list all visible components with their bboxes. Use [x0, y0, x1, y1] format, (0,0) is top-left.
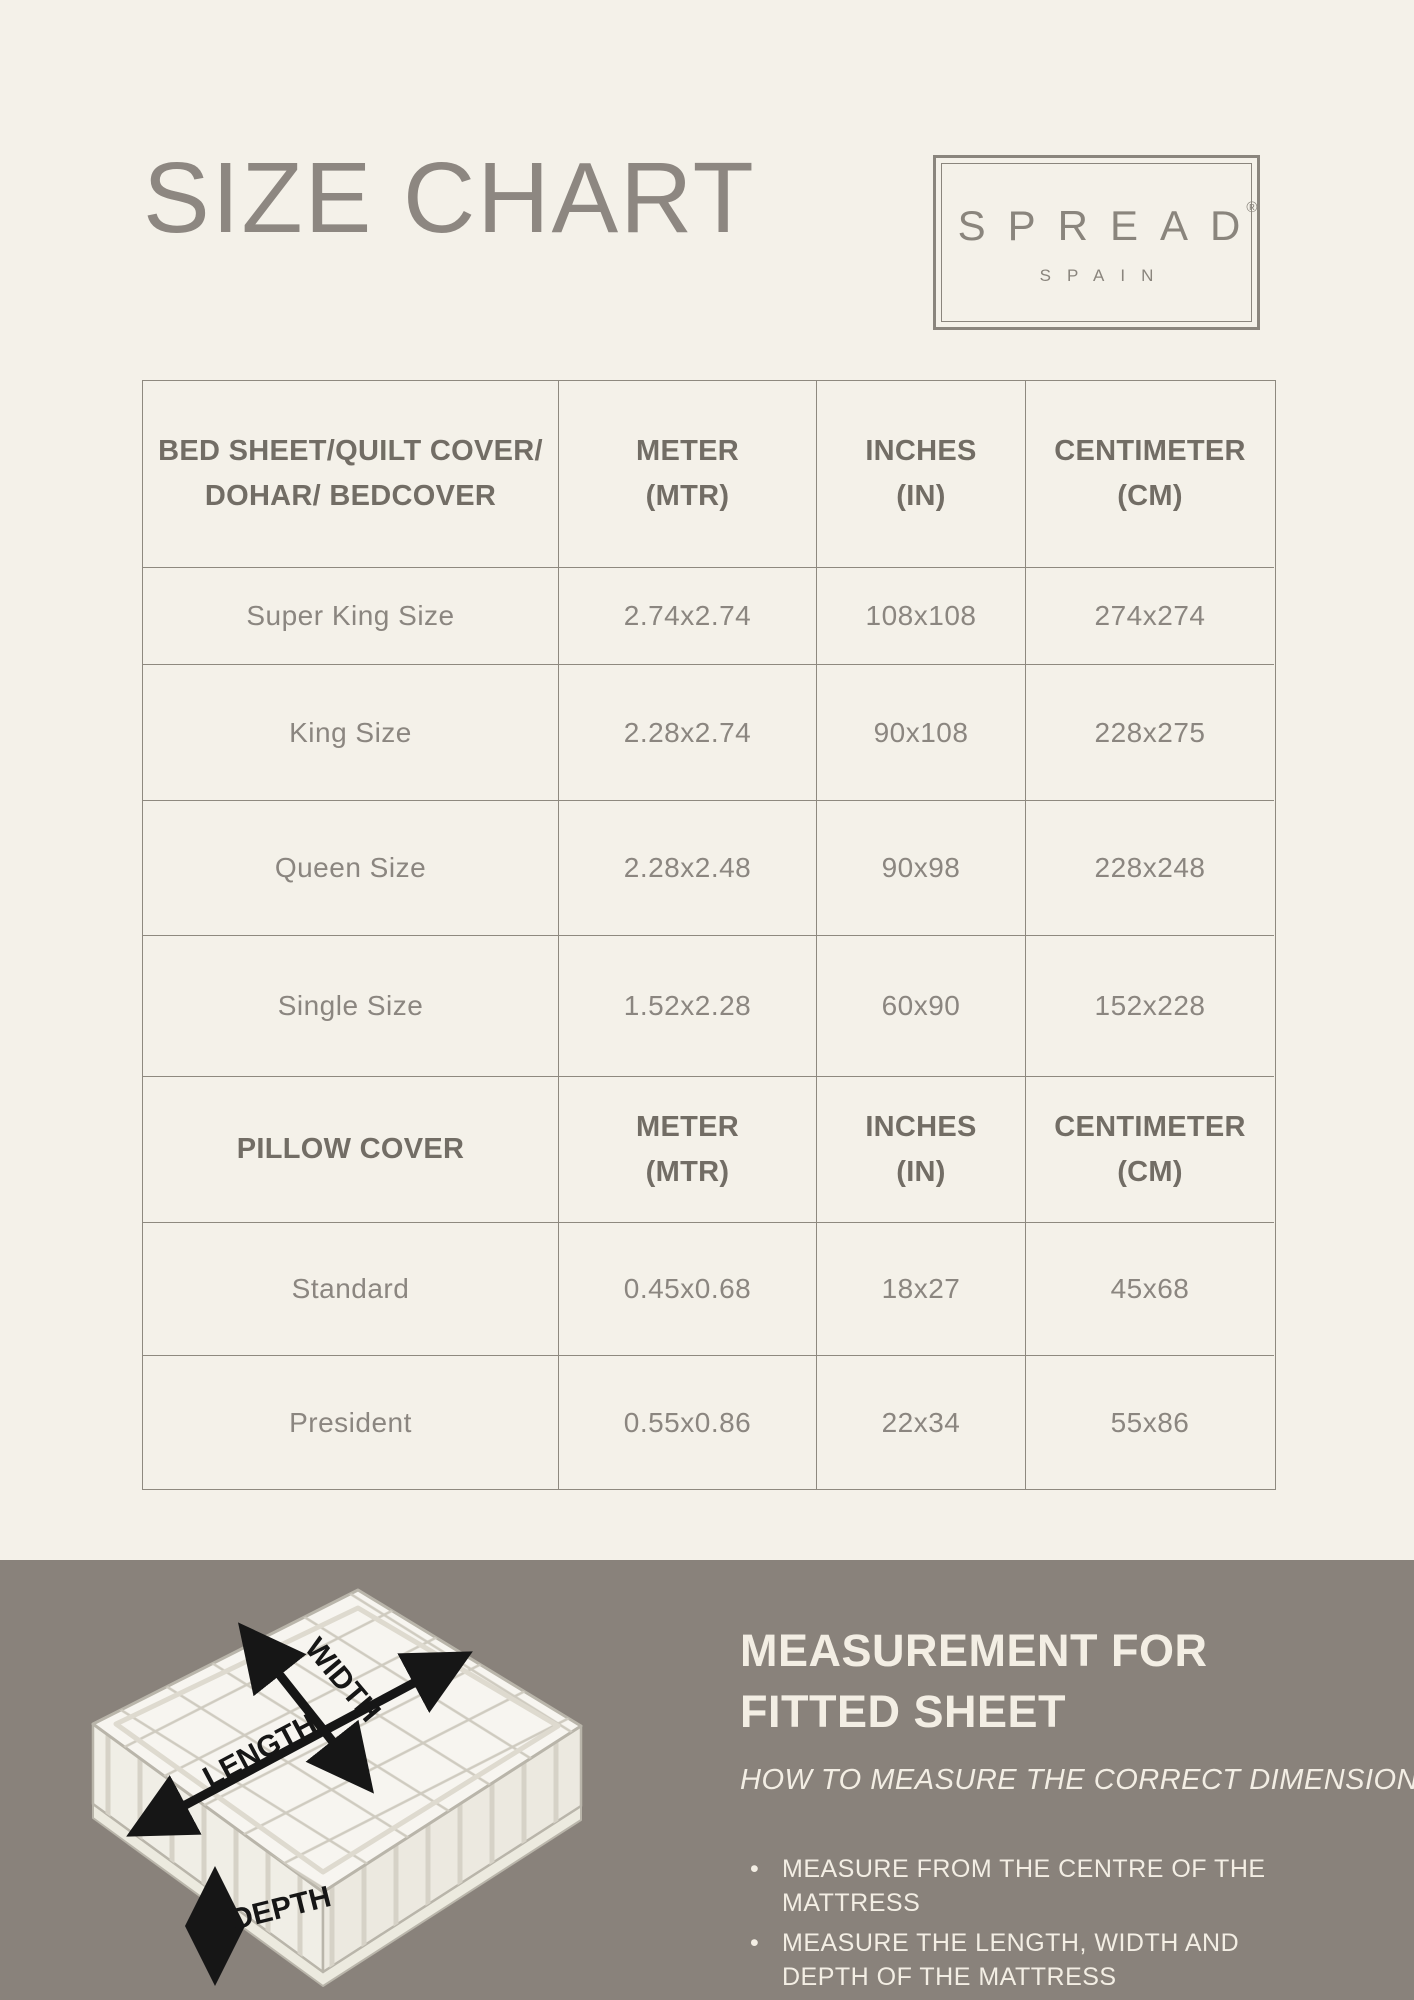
brand-logo-inner-frame: SPREAD® SPAIN [941, 163, 1257, 322]
brand-name-text: SPREAD [957, 202, 1263, 249]
cell-centimeter: 228x248 [1026, 801, 1274, 936]
column-header-meter: METER (MTR) [559, 381, 817, 568]
row-label: Standard [143, 1223, 559, 1356]
page-title: SIZE CHART [143, 142, 756, 254]
cell-meter: 0.55x0.86 [559, 1356, 817, 1489]
cell-inches: 18x27 [817, 1223, 1026, 1356]
measurement-bullet: MEASURE THE LENGTH, WIDTH AND DEPTH OF T… [740, 1926, 1285, 1994]
registered-mark: ® [1246, 199, 1258, 216]
cell-centimeter: 228x275 [1026, 665, 1274, 801]
cell-inches: 90x98 [817, 801, 1026, 936]
measurement-instructions: MEASUREMENT FOR FITTED SHEET HOW TO MEAS… [740, 1620, 1414, 2000]
row-label: King Size [143, 665, 559, 801]
row-label: Super King Size [143, 568, 559, 665]
measurement-bullet-list: MEASURE FROM THE CENTRE OF THE MATTRESS … [740, 1852, 1285, 1994]
brand-logo: SPREAD® SPAIN [933, 155, 1260, 330]
column-header-inches: INCHES (IN) [817, 381, 1026, 568]
measurement-bullet: MEASURE FROM THE CENTRE OF THE MATTRESS [740, 1852, 1285, 1920]
cell-inches: 22x34 [817, 1356, 1026, 1489]
column-header-centimeter: CENTIMETER (CM) [1026, 1077, 1274, 1223]
cell-inches: 108x108 [817, 568, 1026, 665]
column-header-meter: METER (MTR) [559, 1077, 817, 1223]
mattress-diagram: WIDTH LENGTH DEPTH [91, 1588, 583, 1987]
cell-inches: 60x90 [817, 936, 1026, 1077]
row-label: Queen Size [143, 801, 559, 936]
cell-centimeter: 274x274 [1026, 568, 1274, 665]
size-table: BED SHEET/QUILT COVER/ DOHAR/ BEDCOVER M… [142, 380, 1276, 1490]
width-arrow [238, 1622, 374, 1794]
brand-country: SPAIN [1039, 266, 1170, 285]
cell-centimeter: 55x86 [1110, 1406, 1190, 1438]
row-label: Single Size [143, 936, 559, 1077]
measurement-subheading: HOW TO MEASURE THE CORRECT DIMENSIONS [740, 1764, 1414, 1797]
measurement-heading: MEASUREMENT FOR FITTED SHEET [740, 1625, 1208, 1738]
row-label: President [143, 1356, 559, 1489]
cell-centimeter: 152x228 [1026, 936, 1274, 1077]
cell-meter: 2.28x2.48 [559, 801, 817, 936]
cell-meter: 0.45x0.68 [559, 1223, 817, 1356]
column-header-centimeter: CENTIMETER (CM) [1026, 381, 1274, 568]
cell-meter: 2.28x2.74 [559, 665, 817, 801]
section-header-pillow: PILLOW COVER [143, 1077, 559, 1223]
section-header-bedsheet: BED SHEET/QUILT COVER/ DOHAR/ BEDCOVER [143, 381, 559, 568]
column-header-inches: INCHES (IN) [817, 1077, 1026, 1223]
cell-meter: 1.52x2.28 [559, 936, 817, 1077]
brand-name: SPREAD® [936, 199, 1258, 250]
measurement-panel: WIDTH LENGTH DEPTH MEASUREMENT FOR FITTE… [0, 1560, 1414, 2000]
cell-centimeter: 45x68 [1026, 1223, 1274, 1356]
cell-inches: 90x108 [817, 665, 1026, 801]
cell-meter: 2.74x2.74 [559, 568, 817, 665]
